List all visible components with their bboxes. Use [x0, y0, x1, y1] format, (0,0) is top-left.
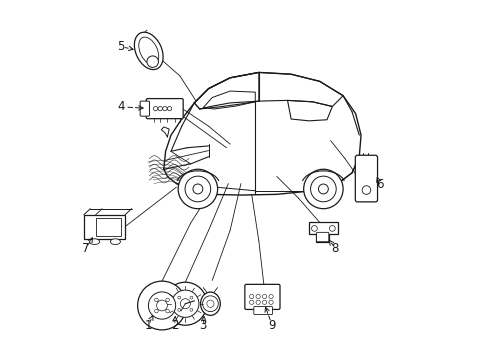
- Ellipse shape: [134, 32, 163, 69]
- FancyBboxPatch shape: [355, 155, 377, 202]
- FancyBboxPatch shape: [253, 307, 272, 315]
- Text: 4: 4: [117, 100, 124, 113]
- Text: 9: 9: [268, 319, 276, 332]
- Bar: [96, 219, 121, 235]
- Text: 1: 1: [144, 319, 152, 332]
- Polygon shape: [308, 222, 337, 242]
- Circle shape: [137, 281, 186, 330]
- Circle shape: [178, 169, 217, 209]
- FancyBboxPatch shape: [316, 232, 328, 242]
- Ellipse shape: [89, 239, 100, 244]
- Circle shape: [148, 292, 175, 319]
- FancyBboxPatch shape: [146, 99, 183, 119]
- Text: 8: 8: [331, 242, 338, 255]
- FancyBboxPatch shape: [140, 101, 149, 116]
- FancyBboxPatch shape: [83, 215, 125, 239]
- Text: 2: 2: [170, 319, 178, 332]
- Circle shape: [147, 56, 158, 67]
- Circle shape: [171, 290, 199, 318]
- Text: 5: 5: [117, 40, 124, 53]
- Text: 7: 7: [82, 242, 90, 255]
- Ellipse shape: [110, 239, 120, 244]
- Text: 6: 6: [375, 178, 383, 191]
- Ellipse shape: [200, 292, 220, 315]
- Text: 3: 3: [199, 319, 206, 332]
- Circle shape: [303, 169, 343, 209]
- Circle shape: [163, 282, 206, 325]
- FancyBboxPatch shape: [244, 284, 280, 310]
